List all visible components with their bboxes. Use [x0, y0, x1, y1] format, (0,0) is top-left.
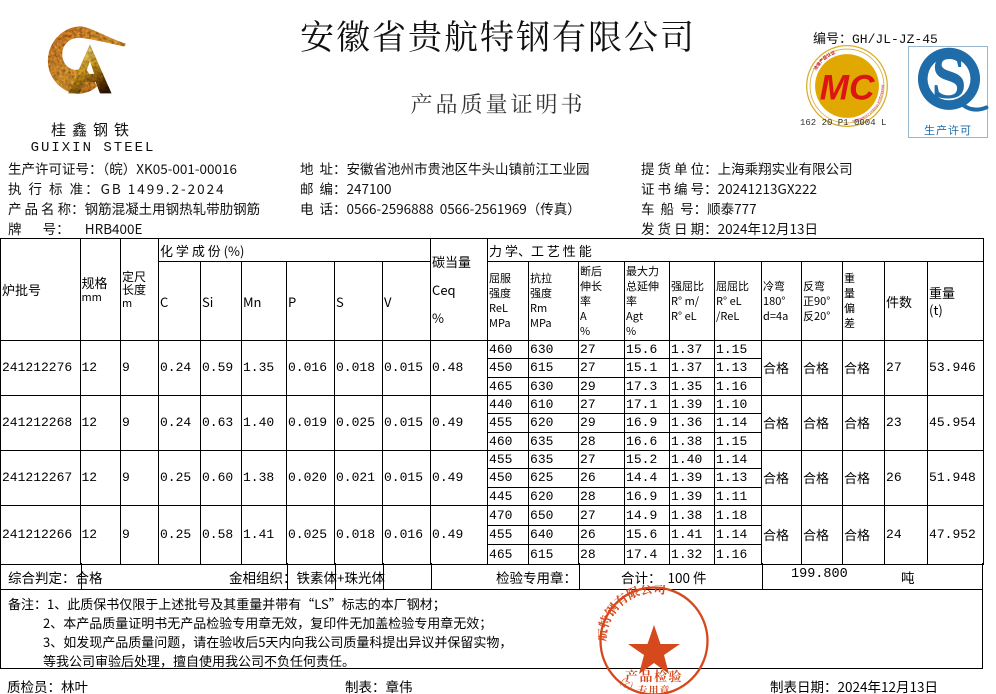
- svg-text:专用章: 专用章: [638, 682, 671, 694]
- svg-text:MC: MC: [820, 68, 875, 107]
